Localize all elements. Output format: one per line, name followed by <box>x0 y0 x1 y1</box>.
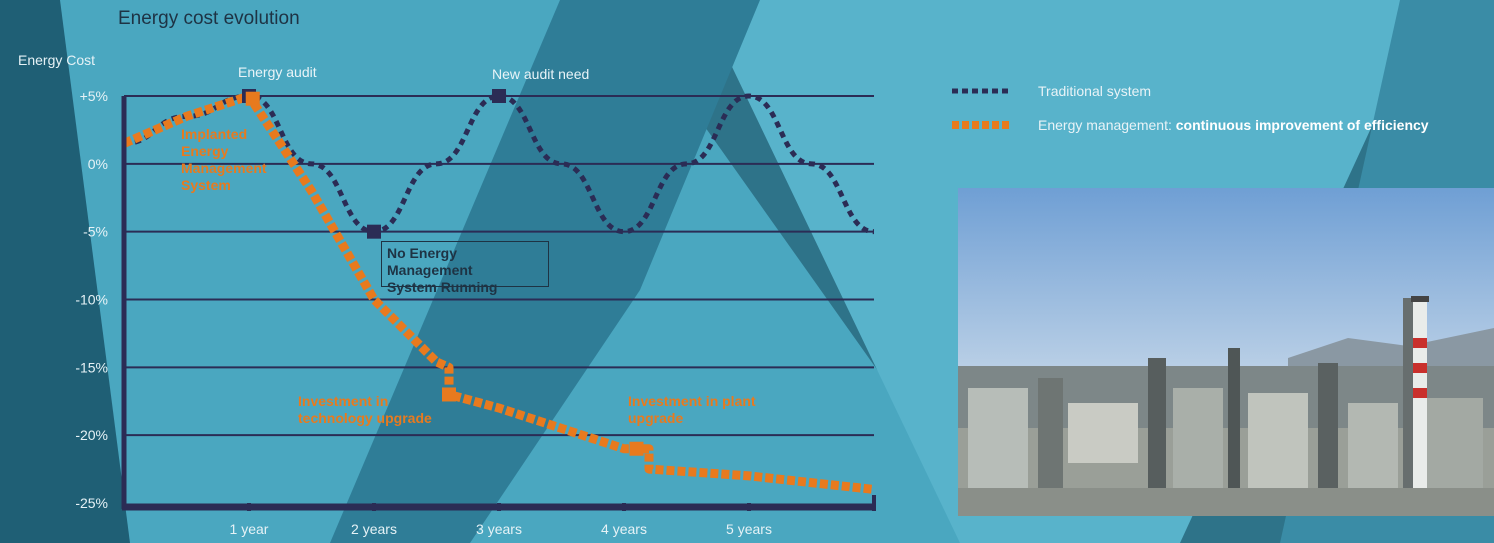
annotation-implanted-line-1: Implanted <box>181 126 248 142</box>
x-tick-label: 1 year <box>230 521 269 537</box>
legend-item-energy-management: Energy management: continuous improvemen… <box>952 114 1429 136</box>
annotation-plant-line-1: Investment in plant <box>628 393 756 409</box>
x-tick-label: 3 years <box>476 521 522 537</box>
refinery-photo <box>958 188 1494 516</box>
y-tick-label: -25% <box>75 495 108 511</box>
annotation-energy-audit: Energy audit <box>238 64 317 80</box>
legend-label-energy-management-bold: continuous improvement of efficiency <box>1175 117 1429 133</box>
markers <box>242 89 644 456</box>
series-line-0 <box>123 93 875 235</box>
annotation-tech-upgrade: Investment in technology upgrade <box>298 393 432 427</box>
annotation-tech-line-1: Investment in <box>298 393 389 409</box>
legend: Traditional system Energy management: co… <box>952 80 1429 148</box>
data-point-marker <box>245 91 260 106</box>
annotation-no-ems-line-2: System Running <box>387 279 498 295</box>
data-point-marker <box>442 387 456 402</box>
annotation-tech-line-2: technology upgrade <box>298 410 432 426</box>
y-tick-label: -5% <box>83 224 108 240</box>
data-point-marker <box>629 441 644 456</box>
legend-label-energy-management: Energy management: <box>1038 117 1172 133</box>
y-tick-label: -15% <box>75 359 108 375</box>
annotation-implanted-ems: Implanted Energy Management System <box>181 126 267 194</box>
legend-swatch-energy-management <box>952 121 1010 129</box>
y-axis-label: Energy Cost <box>18 52 96 68</box>
annotation-new-audit-need: New audit need <box>492 66 590 82</box>
x-tick-label: 5 years <box>726 521 772 537</box>
x-tick-label: 2 years <box>351 521 397 537</box>
axes <box>121 96 876 511</box>
legend-label-traditional: Traditional system <box>1038 83 1152 99</box>
chart-title: Energy cost evolution <box>118 8 300 29</box>
annotation-no-ems-line-1: No Energy Management <box>387 245 473 278</box>
annotation-implanted-line-2: Energy <box>181 143 229 159</box>
y-tick-label: -20% <box>75 427 108 443</box>
data-point-marker <box>492 89 506 103</box>
annotation-plant-upgrade: Investment in plant upgrade <box>628 393 756 427</box>
y-tick-label: +5% <box>80 88 108 104</box>
annotation-implanted-line-4: System <box>181 177 231 193</box>
tick-labels: +5% 0% -5% -10% -15% -20% -25% 1 year 2 years 3 y… <box>75 88 772 537</box>
legend-item-traditional: Traditional system <box>952 80 1429 102</box>
x-tick-label: 4 years <box>601 521 647 537</box>
y-tick-label: -10% <box>75 292 108 308</box>
legend-swatch-traditional <box>952 88 1010 94</box>
annotation-no-ems-box: No Energy Management System Running <box>381 241 549 295</box>
annotation-implanted-line-3: Management <box>181 160 267 176</box>
data-point-marker <box>367 224 381 239</box>
annotation-plant-line-2: upgrade <box>628 410 684 426</box>
y-tick-label: 0% <box>88 156 108 172</box>
